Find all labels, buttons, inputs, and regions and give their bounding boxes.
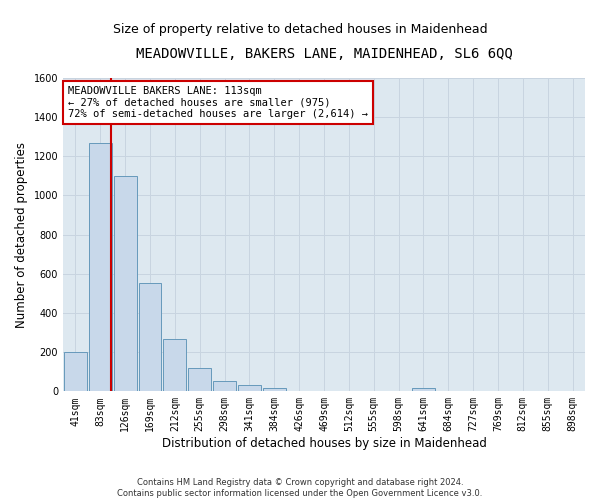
Text: MEADOWVILLE BAKERS LANE: 113sqm
← 27% of detached houses are smaller (975)
72% o: MEADOWVILLE BAKERS LANE: 113sqm ← 27% of… bbox=[68, 86, 368, 119]
Text: Contains HM Land Registry data © Crown copyright and database right 2024.
Contai: Contains HM Land Registry data © Crown c… bbox=[118, 478, 482, 498]
Y-axis label: Number of detached properties: Number of detached properties bbox=[15, 142, 28, 328]
Bar bbox=[188, 368, 211, 392]
Bar bbox=[139, 282, 161, 392]
Bar bbox=[163, 340, 187, 392]
Bar bbox=[213, 380, 236, 392]
Title: MEADOWVILLE, BAKERS LANE, MAIDENHEAD, SL6 6QQ: MEADOWVILLE, BAKERS LANE, MAIDENHEAD, SL… bbox=[136, 48, 512, 62]
Bar bbox=[114, 176, 137, 392]
Bar bbox=[412, 388, 435, 392]
Bar bbox=[238, 386, 261, 392]
X-axis label: Distribution of detached houses by size in Maidenhead: Distribution of detached houses by size … bbox=[161, 437, 487, 450]
Bar bbox=[64, 352, 87, 392]
Text: Size of property relative to detached houses in Maidenhead: Size of property relative to detached ho… bbox=[113, 22, 487, 36]
Bar bbox=[89, 142, 112, 392]
Bar bbox=[263, 388, 286, 392]
